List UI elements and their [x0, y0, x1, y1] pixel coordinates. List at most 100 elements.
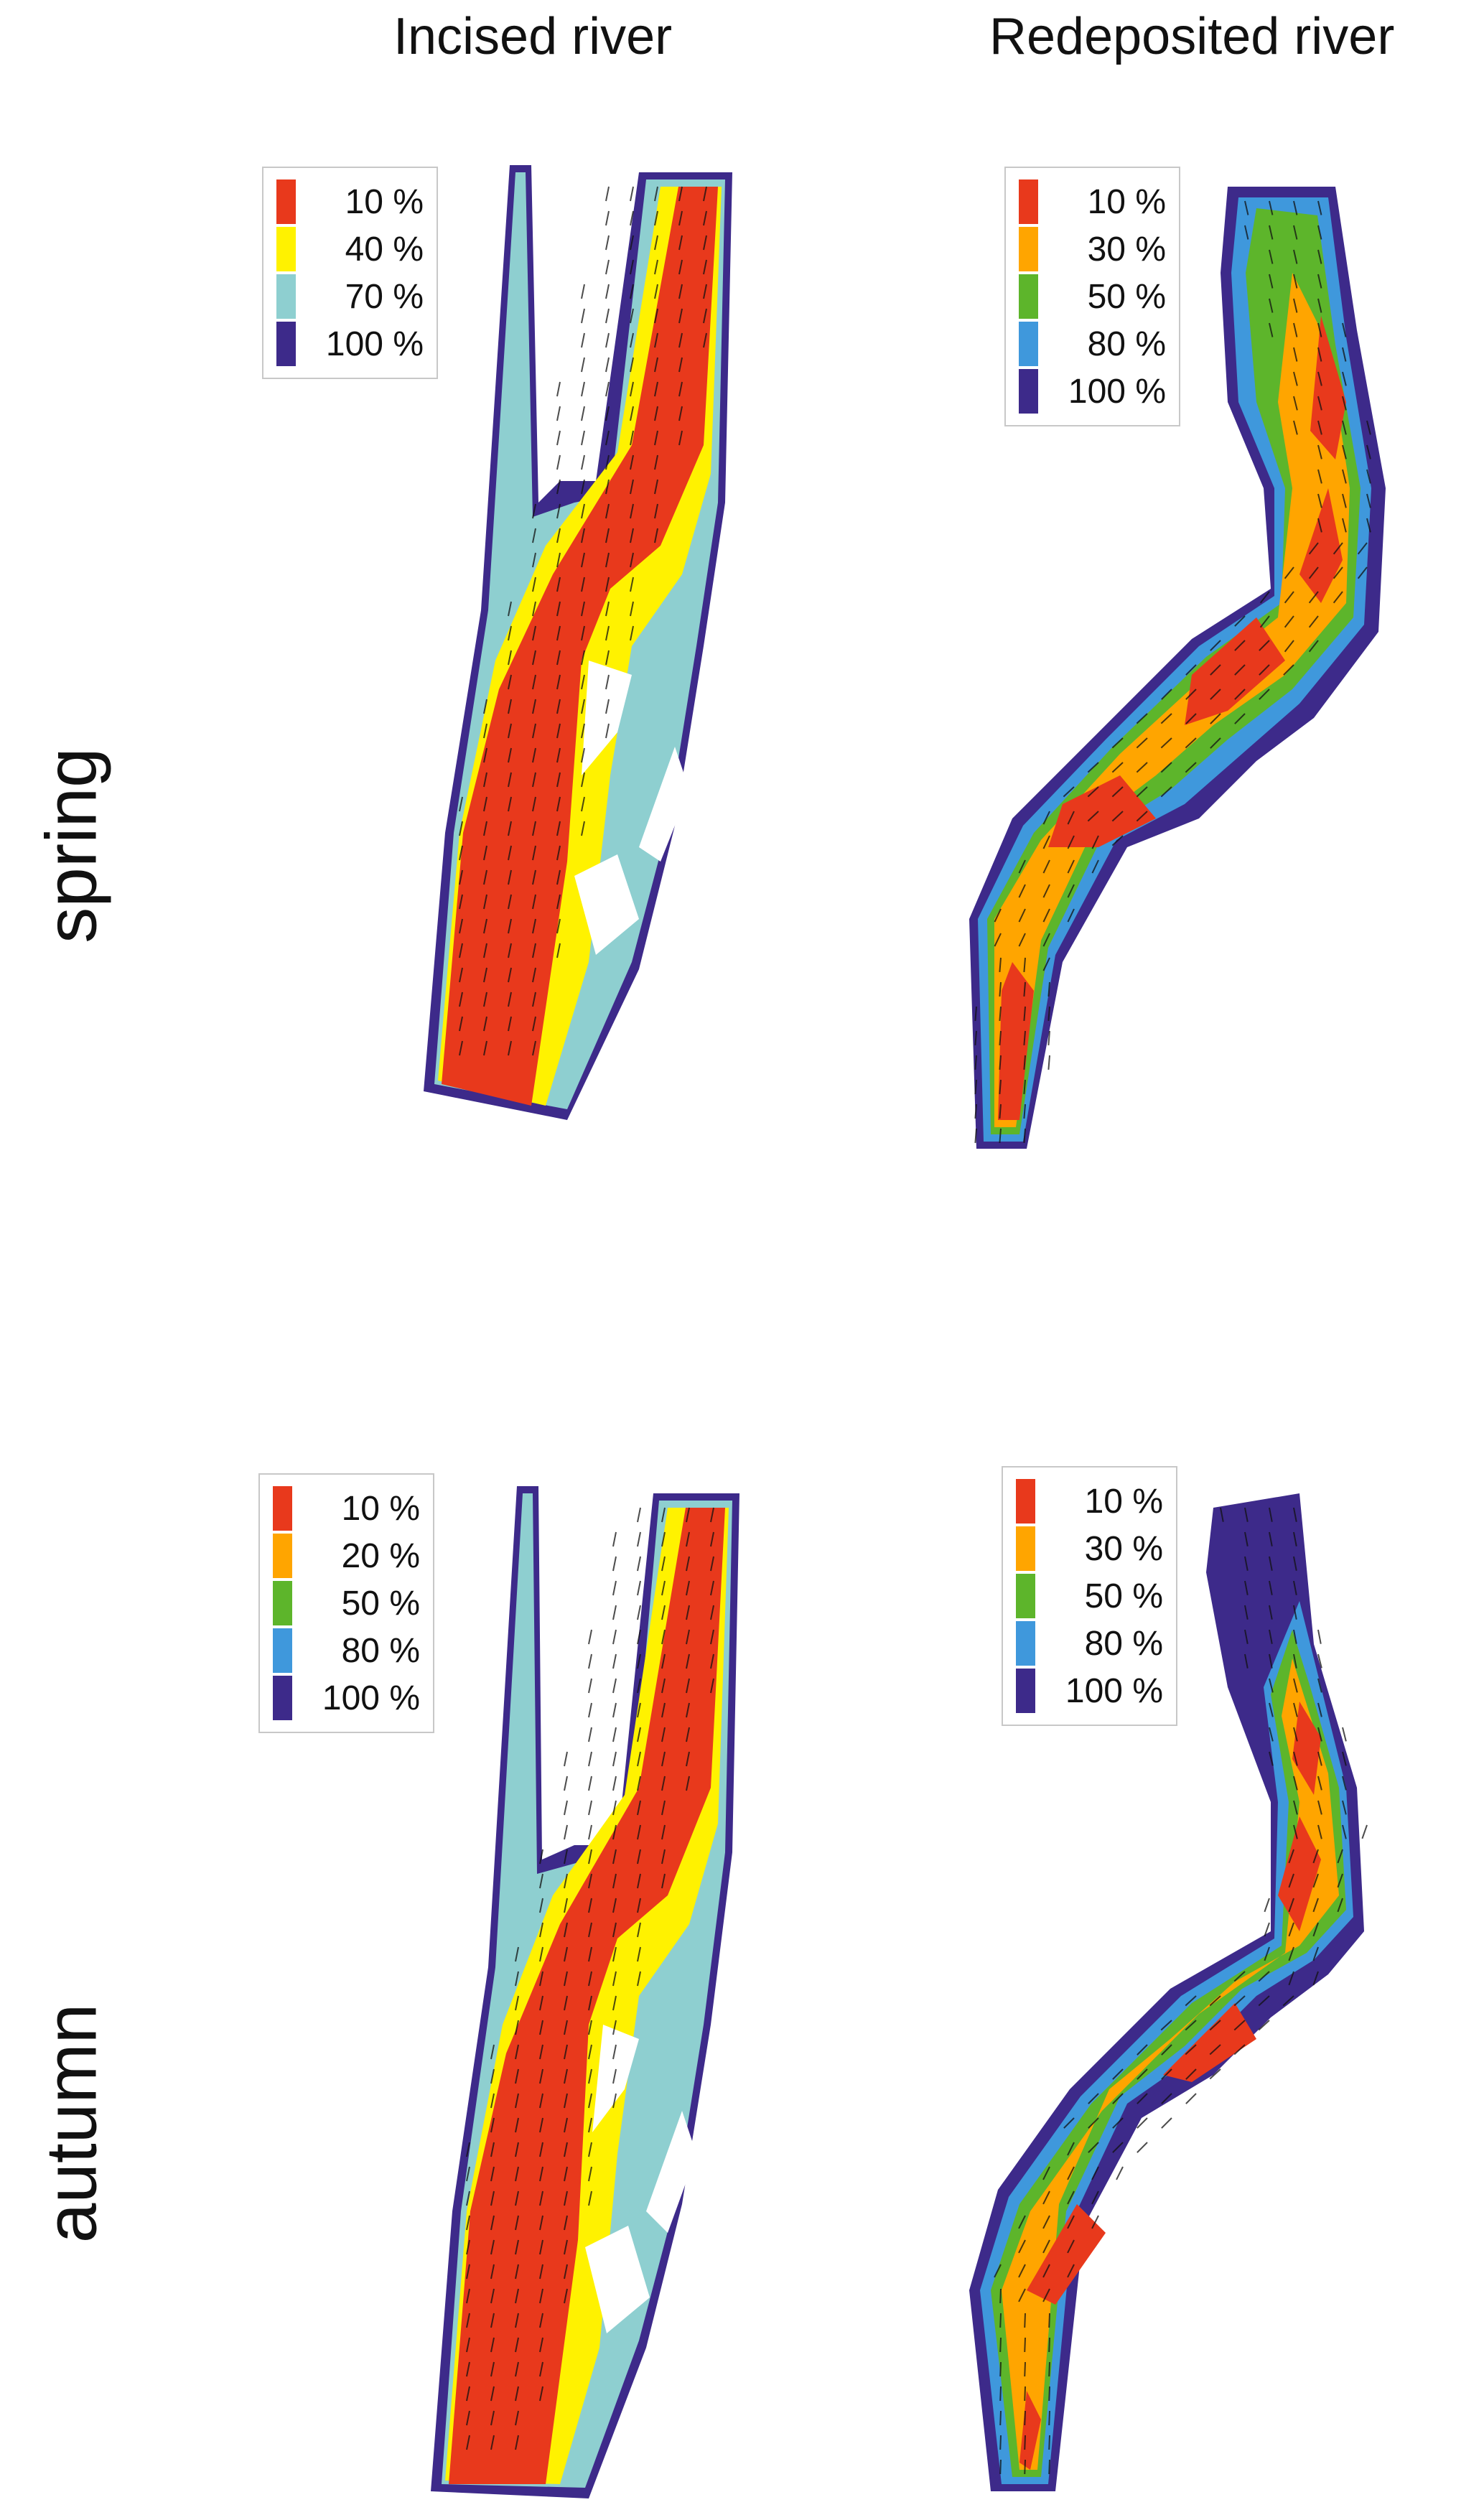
velocity-arrow: [612, 1580, 617, 1596]
velocity-arrow: [1042, 2166, 1050, 2180]
velocity-arrow: [588, 2068, 592, 2084]
velocity-arrow: [483, 918, 487, 934]
velocity-arrow: [564, 2190, 568, 2206]
velocity-arrow: [999, 1006, 1002, 1022]
velocity-arrow: [1048, 2459, 1050, 2475]
velocity-arrow: [459, 796, 463, 812]
velocity-arrow: [1234, 640, 1246, 651]
velocity-arrow: [1047, 981, 1050, 997]
velocity-arrow: [1088, 2093, 1099, 2104]
velocity-arrow: [630, 210, 634, 226]
legend-label: 10 %: [1087, 182, 1166, 221]
velocity-arrow: [710, 1556, 714, 1572]
velocity-arrow: [1342, 518, 1347, 533]
legend-item: 100 %: [276, 320, 424, 368]
velocity-arrow: [999, 2313, 1002, 2328]
velocity-arrow: [1342, 1727, 1347, 1742]
velocity-arrow: [1111, 835, 1124, 846]
velocity-arrow: [605, 528, 610, 543]
velocity-arrow: [515, 2313, 519, 2328]
velocity-arrow: [1048, 2313, 1050, 2328]
velocity-arrow: [1091, 859, 1099, 874]
velocity-arrow: [999, 2386, 1002, 2402]
velocity-arrow: [459, 943, 463, 958]
velocity-arrow: [539, 2117, 543, 2133]
velocity-arrow: [483, 943, 487, 958]
velocity-arrow: [612, 1629, 617, 1645]
velocity-arrow: [1210, 689, 1221, 700]
velocity-arrow: [1293, 1507, 1297, 1522]
velocity-arrow: [588, 1702, 592, 1718]
velocity-arrow: [1269, 322, 1274, 337]
velocity-arrow: [1137, 2142, 1148, 2153]
velocity-arrow: [661, 1727, 666, 1742]
panel-incised-autumn: [409, 1450, 783, 2506]
velocity-arrow: [564, 1995, 568, 2011]
velocity-arrow: [508, 869, 512, 885]
velocity-arrow: [605, 699, 610, 714]
velocity-arrow: [1342, 469, 1347, 484]
velocity-arrow: [1317, 322, 1322, 337]
velocity-arrow: [999, 1055, 1002, 1070]
velocity-arrow: [532, 943, 536, 958]
map-redeposited-spring: [969, 187, 1386, 1149]
velocity-arrow: [999, 2337, 1002, 2353]
velocity-arrow: [539, 1971, 543, 1987]
velocity-arrow: [1317, 1824, 1322, 1839]
velocity-arrow: [588, 2020, 592, 2035]
velocity-arrow: [605, 650, 610, 666]
velocity-arrow: [466, 2386, 470, 2402]
velocity-arrow: [630, 308, 634, 324]
legend-label: 80 %: [1087, 325, 1166, 363]
velocity-arrow: [1160, 713, 1172, 724]
velocity-arrow: [654, 235, 658, 251]
velocity-arrow: [1259, 689, 1270, 700]
velocity-arrow: [1023, 1128, 1026, 1144]
velocity-arrow: [532, 967, 536, 983]
velocity-arrow: [581, 503, 585, 519]
velocity-arrow: [532, 821, 536, 836]
velocity-arrow: [612, 1971, 617, 1987]
legend-label: 70 %: [345, 277, 424, 316]
velocity-arrow: [1234, 689, 1246, 700]
velocity-arrow: [1342, 396, 1347, 411]
velocity-arrow: [1136, 786, 1148, 798]
velocity-arrow: [588, 1995, 592, 2011]
velocity-arrow: [490, 2361, 495, 2377]
velocity-arrow: [630, 284, 634, 299]
velocity-arrow: [1136, 737, 1148, 749]
legend-item: 10 %: [273, 1485, 420, 1532]
velocity-arrow: [1244, 225, 1249, 240]
velocity-arrow: [1317, 444, 1322, 459]
velocity-arrow: [1185, 762, 1197, 773]
velocity-arrow: [1317, 518, 1322, 533]
velocity-arrow: [999, 1103, 1002, 1119]
velocity-arrow: [1091, 835, 1099, 849]
velocity-arrow: [588, 1629, 592, 1645]
velocity-arrow: [564, 2068, 568, 2084]
velocity-arrow: [994, 2264, 1002, 2278]
velocity-arrow: [581, 332, 585, 348]
velocity-arrow: [605, 552, 610, 568]
velocity-arrow: [539, 1898, 543, 1913]
velocity-arrow: [630, 479, 634, 495]
velocity-arrow: [1067, 2239, 1075, 2254]
velocity-arrow: [588, 2117, 592, 2133]
velocity-arrow: [466, 2361, 470, 2377]
velocity-arrow: [1047, 1006, 1050, 1022]
velocity-arrow: [605, 259, 610, 275]
velocity-arrow: [678, 259, 683, 275]
velocity-arrow: [1293, 371, 1298, 386]
velocity-arrow: [605, 357, 610, 373]
velocity-arrow: [466, 2313, 470, 2328]
velocity-arrow: [1042, 908, 1050, 923]
velocity-arrow: [1244, 1653, 1249, 1669]
velocity-arrow: [581, 430, 585, 446]
column-title-incised: Incised river: [393, 8, 673, 65]
velocity-arrow: [515, 2020, 519, 2035]
velocity-arrow: [1269, 225, 1274, 240]
velocity-arrow: [1018, 859, 1026, 874]
velocity-arrow: [556, 894, 561, 910]
velocity-arrows: [974, 200, 1371, 1144]
velocity-arrow: [490, 2239, 495, 2255]
